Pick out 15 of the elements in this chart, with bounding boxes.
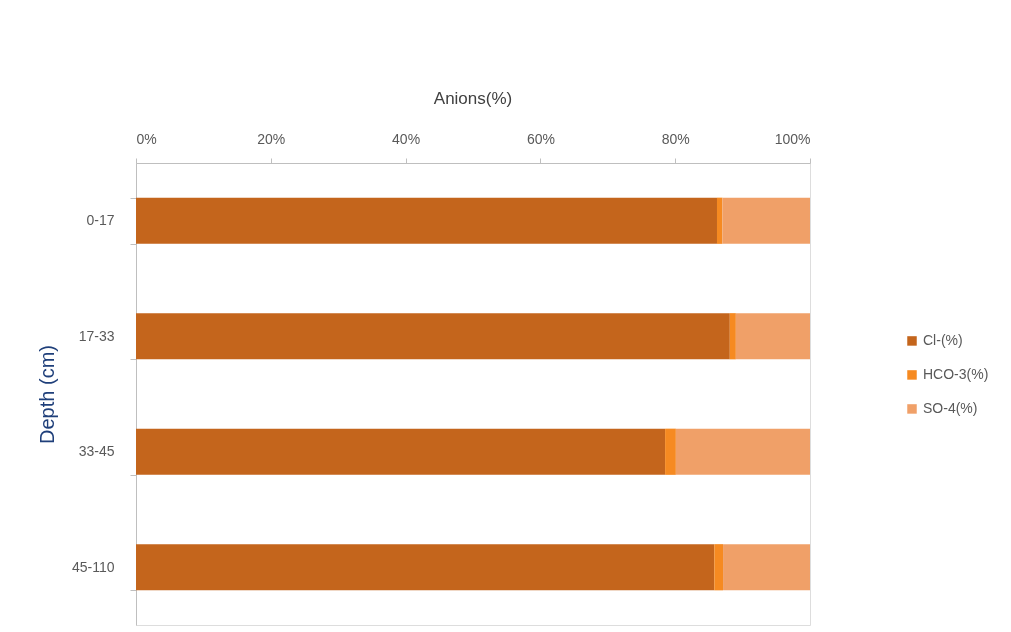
y-tick-label: 33-45 xyxy=(78,443,115,460)
y-tick-label: 17-33 xyxy=(78,327,115,344)
legend-label: HCO-3(%) xyxy=(923,365,989,382)
x-tick-label: 0% xyxy=(136,130,157,147)
x-tick-label: 40% xyxy=(392,130,421,147)
y-tick-label: 0-17 xyxy=(86,212,115,229)
y-tick-label: 45-110 xyxy=(71,558,115,575)
x-tick-label: 80% xyxy=(661,130,690,147)
legend-label: SO-4(%) xyxy=(923,399,978,416)
x-tick-label: 100% xyxy=(774,130,811,147)
chart-title: Anions(%) xyxy=(433,89,513,108)
x-tick-label: 60% xyxy=(526,130,555,147)
y-axis-title: Depth (cm) xyxy=(35,345,58,444)
legend-label: Cl-(%) xyxy=(923,331,963,348)
x-tick-label: 20% xyxy=(257,130,286,147)
